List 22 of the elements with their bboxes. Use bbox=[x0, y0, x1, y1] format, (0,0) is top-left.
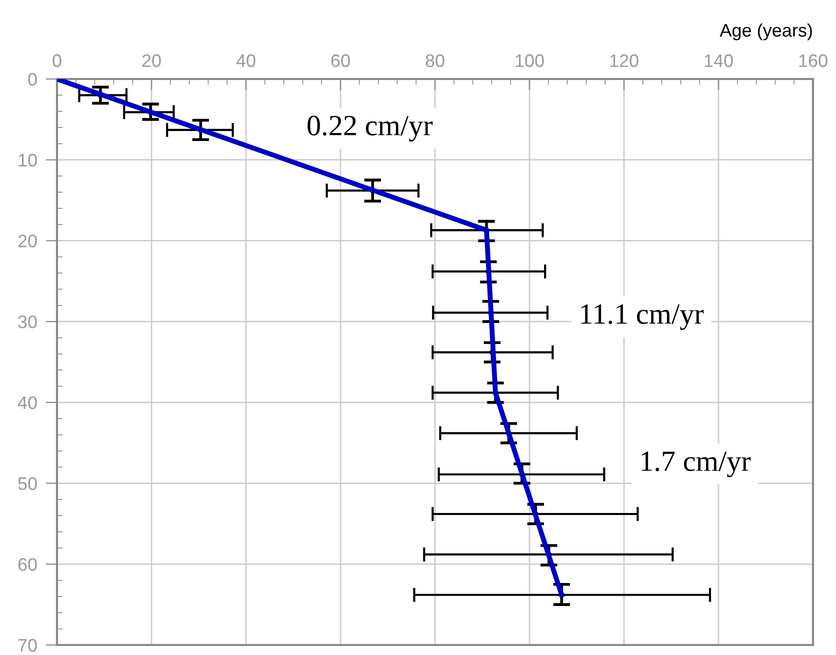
y-tick-label: 50 bbox=[18, 477, 37, 490]
y-tick-label: 0 bbox=[28, 72, 37, 86]
x-tick-label: 160 bbox=[799, 54, 828, 68]
x-tick-label: 0 bbox=[52, 54, 62, 68]
annotation: 11.1 cm/yr bbox=[581, 304, 704, 330]
y-tick-label: 10 bbox=[18, 154, 37, 167]
x-tick-label: 140 bbox=[704, 54, 733, 68]
annotation: 1.7 cm/yr bbox=[642, 452, 751, 478]
x-tick-label: 120 bbox=[610, 54, 638, 68]
y-tick-label: 30 bbox=[18, 316, 37, 328]
x-axis-title: Age (years) bbox=[720, 23, 812, 40]
y-tick-label: 20 bbox=[18, 234, 37, 248]
annotation: 0.22 cm/yr bbox=[308, 116, 433, 142]
x-tick-label: 80 bbox=[426, 54, 444, 68]
y-tick-label: 60 bbox=[18, 558, 37, 571]
x-tick-label: 100 bbox=[516, 54, 544, 68]
y-tick-label: 70 bbox=[18, 638, 37, 652]
x-tick-label: 20 bbox=[142, 54, 161, 68]
y-tick-label: 40 bbox=[18, 396, 37, 410]
line-series bbox=[57, 79, 564, 598]
x-tick-label: 40 bbox=[236, 54, 256, 68]
x-tick-label: 60 bbox=[331, 54, 350, 68]
